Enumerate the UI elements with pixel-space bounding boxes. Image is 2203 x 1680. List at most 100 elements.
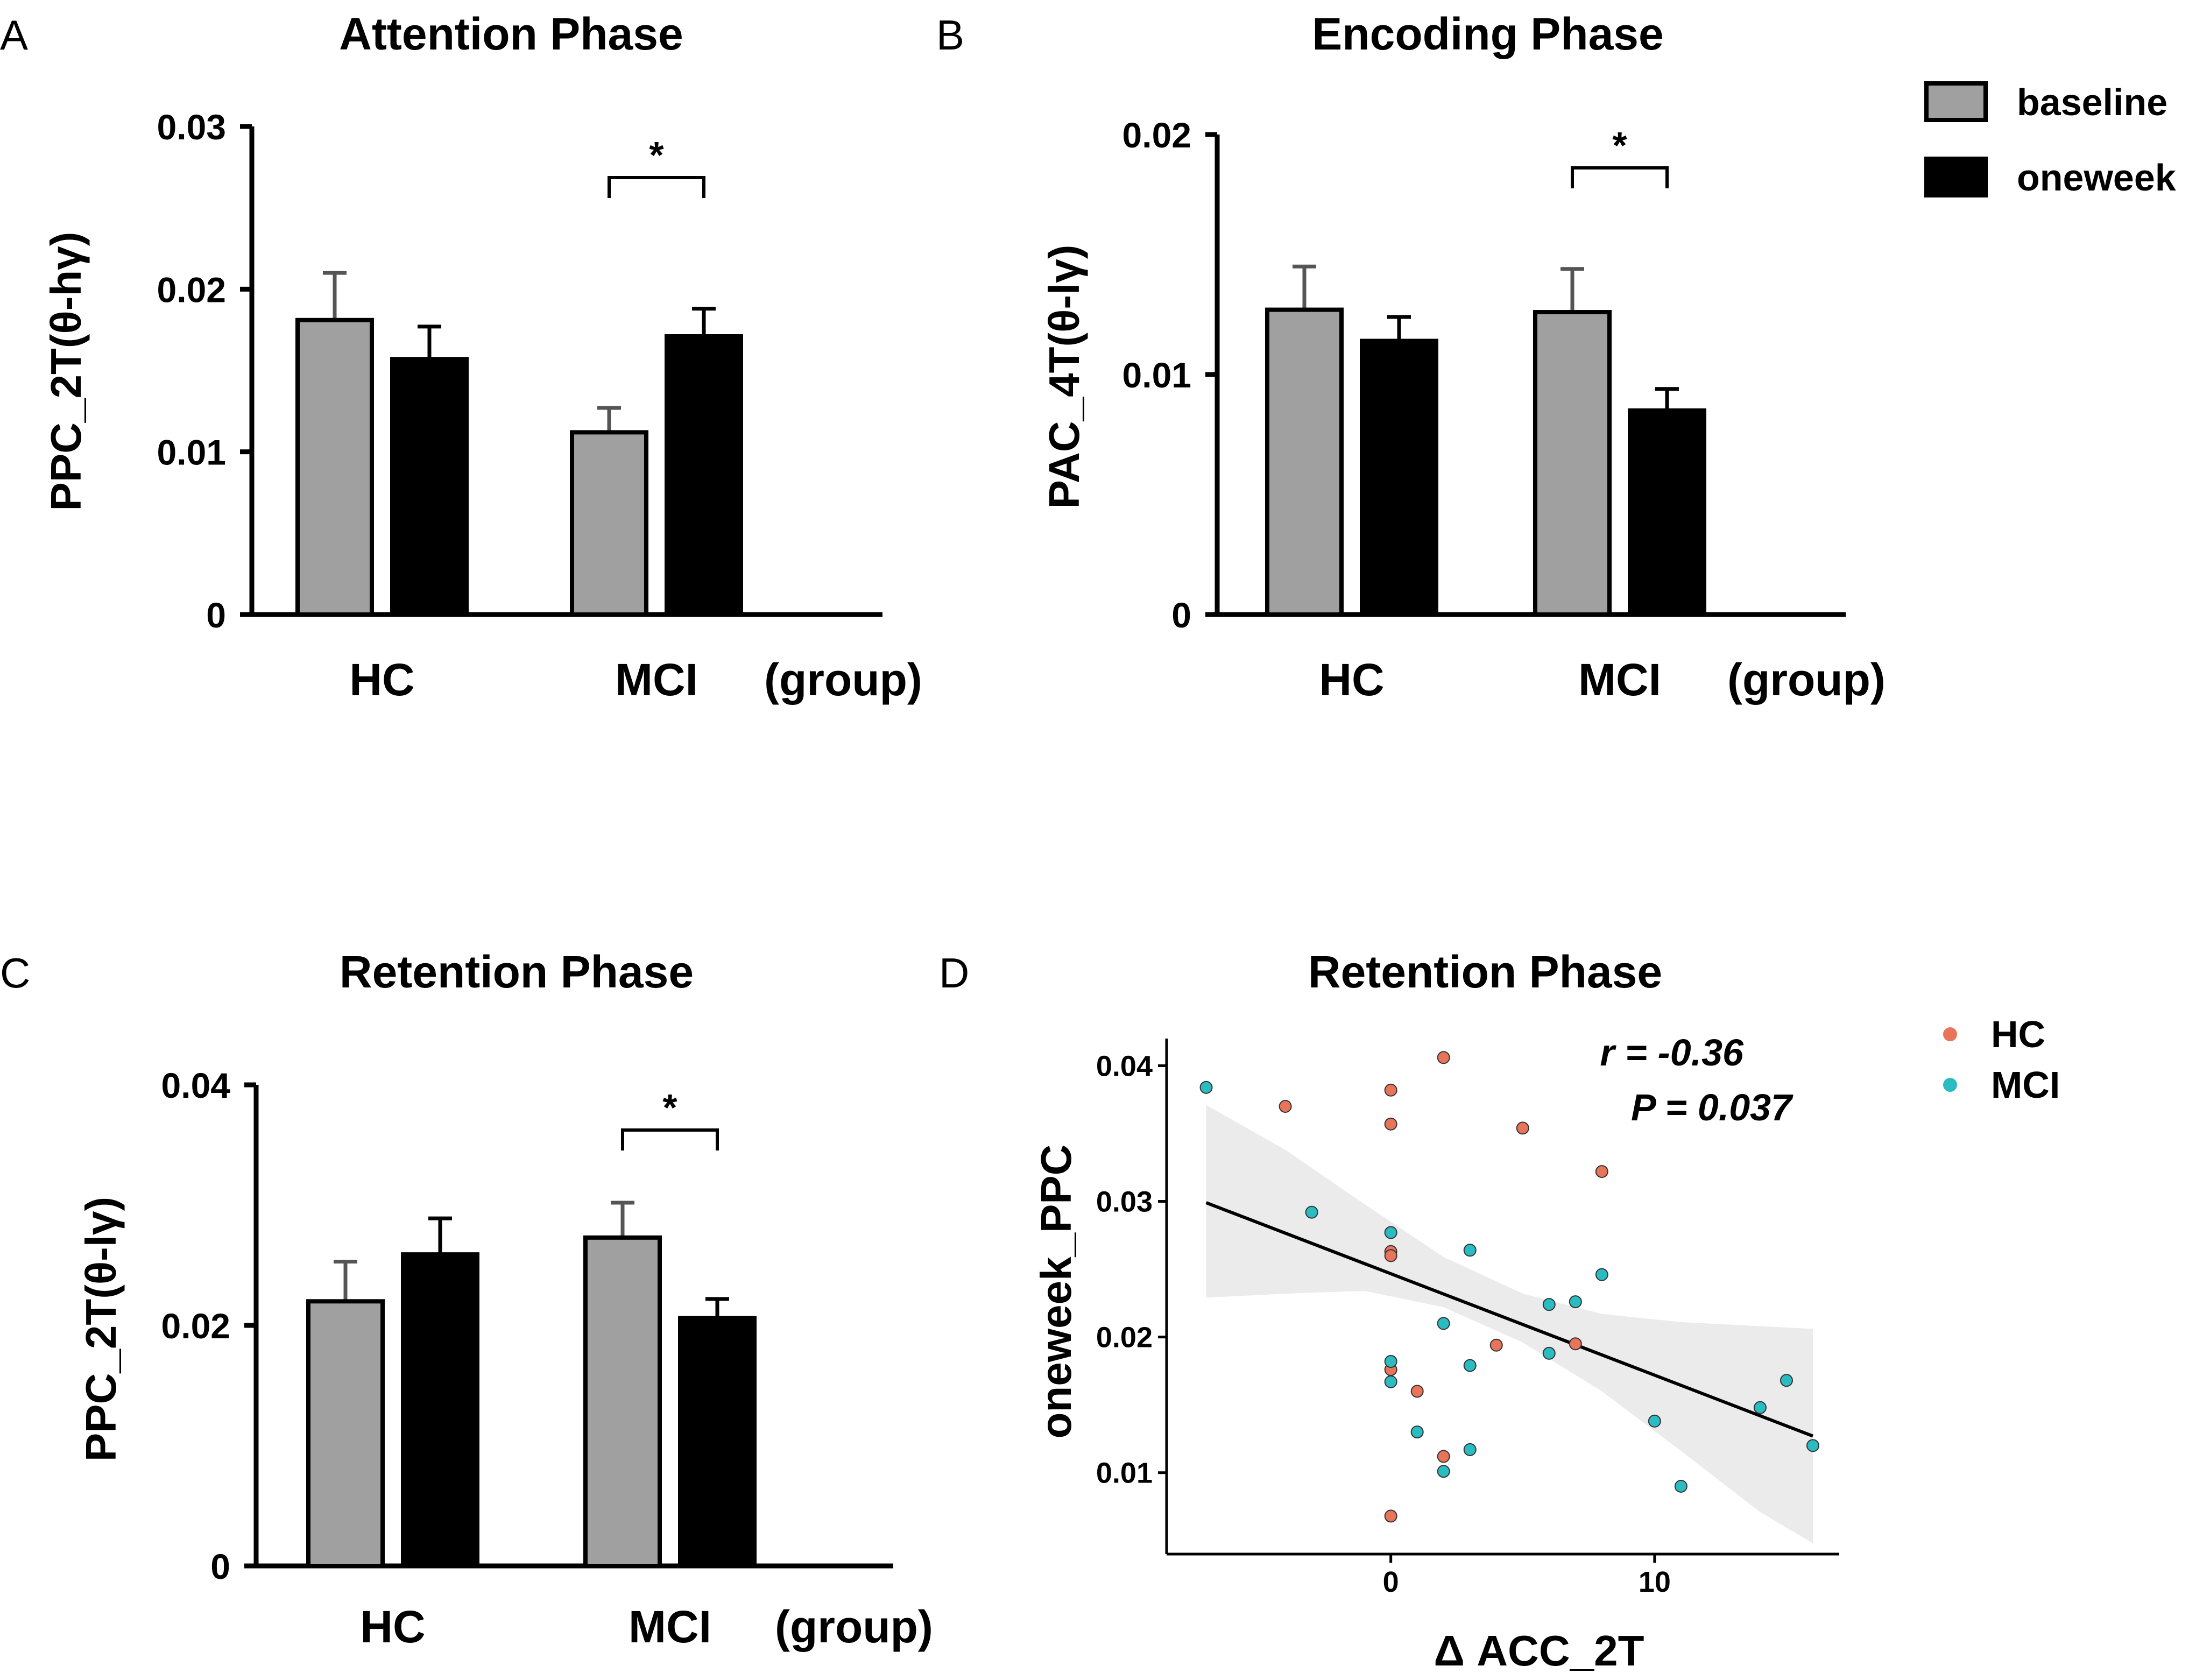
point-mci [1542,1298,1556,1311]
category-label-mci: MCI [615,654,698,705]
regression-line [1205,1201,1814,1438]
point-hc [1489,1338,1503,1352]
point-mci [1780,1374,1793,1387]
y-axis-label: oneweek_PPC [1032,1145,1080,1439]
y-tick-label: 0.02 [161,1306,230,1346]
stat-p: P = 0.037 [1631,1086,1794,1128]
legend-swatch-baseline [1924,81,1988,122]
category-label-mci: MCI [629,1601,711,1652]
chart-title: Encoding Phase [1312,9,1663,59]
point-mci [1674,1479,1687,1493]
category-label-hc: HC [1319,654,1384,705]
y-tick-label: 0.01 [1096,1457,1153,1490]
legend-label-hc: HC [1991,1013,2045,1055]
y-tick-label: 0.03 [157,107,226,147]
category-label-hc: HC [360,1601,425,1652]
legend-dot-hc [1943,1027,1957,1041]
scatter-chart-retention: Retention Phase 0.01 0.02 0.03 0.04 0 10 Δ ACC_… [1032,947,2060,1675]
chart-title: Retention Phase [340,947,694,997]
legend-label-mci: MCI [1991,1064,2060,1106]
legend-swatch-oneweek [1924,157,1988,197]
bar-baseline-hc [295,317,374,617]
x-tick-label: 0 [1383,1566,1399,1598]
significance-bracket [608,176,705,198]
point-hc [1384,1083,1397,1097]
point-hc [1384,1117,1397,1131]
point-hc [1384,1249,1397,1262]
point-mci [1463,1443,1477,1456]
y-tick-label: 0.02 [1122,115,1191,155]
y-tick-label: 0.02 [157,270,226,309]
significance-bracket [621,1128,719,1150]
panel-letter-a: A [0,11,28,59]
chart-title: Attention Phase [339,9,683,59]
significance-bracket [1571,166,1669,188]
y-tick-label: 0 [210,1547,230,1586]
x-axis-label: (group) [1727,654,1886,705]
significance-star: * [662,1086,677,1128]
point-mci [1595,1268,1608,1281]
point-mci [1753,1401,1767,1414]
point-hc [1437,1450,1450,1463]
legend-label-oneweek: oneweek [2017,157,2176,199]
chart-title: Retention Phase [1308,947,1662,997]
bar-oneweek-mci [665,334,743,617]
significance-star: * [1612,124,1627,166]
bar-oneweek-hc [1360,338,1438,617]
bar-baseline-mci [570,430,648,617]
legend-label-baseline: baseline [2017,81,2167,123]
panel-letter-c: C [0,949,30,997]
y-tick-label: 0.01 [157,433,226,472]
point-mci [1384,1355,1397,1368]
y-tick-label: 0.04 [161,1065,231,1105]
bar-chart-retention: Retention Phase PPC_2T(θ-lγ) 0 0.02 0.04 HC MC… [77,947,933,1652]
point-mci [1806,1439,1819,1452]
legend-dot-mci [1943,1078,1957,1092]
bar-baseline-hc [1265,307,1344,617]
bar-legend: baseline oneweek [1924,81,2176,199]
panel-letter-b: B [936,11,964,59]
point-mci [1384,1375,1397,1388]
x-axis-label: (group) [775,1601,933,1652]
confidence-band [1206,1105,1813,1543]
point-hc [1569,1337,1582,1351]
category-label-hc: HC [349,654,414,705]
significance-star: * [649,134,664,176]
y-axis-label: PPC_2T(θ-hγ) [42,232,90,511]
point-mci [1437,1317,1450,1330]
bar-oneweek-mci [1628,408,1706,617]
x-axis-label: Δ ACC_2T [1434,1627,1644,1675]
bar-baseline-hc [306,1299,385,1569]
point-hc [1279,1100,1292,1113]
category-label-mci: MCI [1578,654,1661,705]
x-tick-label: 10 [1639,1566,1671,1598]
y-axis-label: PPC_2T(θ-lγ) [77,1197,125,1462]
point-mci [1648,1414,1661,1428]
point-hc [1384,1509,1397,1523]
bar-oneweek-mci [678,1316,757,1569]
y-tick-label: 0.02 [1096,1322,1153,1354]
point-mci [1542,1346,1556,1360]
point-hc [1595,1165,1608,1178]
point-hc [1437,1051,1450,1064]
bar-oneweek-hc [401,1252,479,1568]
y-tick-label: 0.03 [1096,1186,1153,1218]
point-hc [1410,1385,1424,1398]
point-mci [1569,1295,1582,1309]
y-tick-label: 0.01 [1122,355,1191,395]
x-axis-label: (group) [764,654,922,705]
point-mci [1410,1425,1424,1439]
y-tick-label: 0 [206,595,226,635]
bar-oneweek-hc [390,357,469,617]
point-hc [1516,1121,1529,1135]
point-mci [1463,1359,1477,1372]
bar-baseline-mci [1533,310,1612,617]
point-mci [1305,1205,1318,1219]
bar-chart-encoding: Encoding Phase PAC_4T(θ-lγ) 0 0.01 0.02 HC MCI… [1040,9,1886,705]
point-mci [1463,1244,1477,1257]
bar-baseline-mci [583,1235,662,1568]
y-tick-label: 0.04 [1096,1050,1153,1082]
panel-letter-d: D [939,949,969,997]
bar-chart-attention: Attention Phase PPC_2T(θ-hγ) 0 0.01 0.02 0.03… [42,9,922,705]
